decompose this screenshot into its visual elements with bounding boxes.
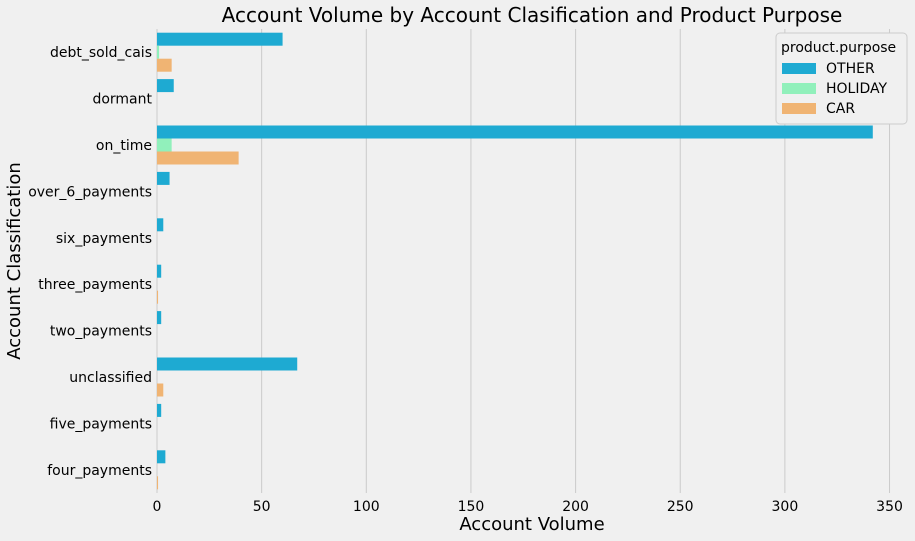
y-tick-label: dormant: [92, 92, 152, 108]
bar-other: [157, 357, 298, 371]
bar-car: [157, 383, 164, 397]
x-tick-label: 150: [458, 499, 485, 515]
legend-box: [775, 32, 908, 125]
legend-label-car: CAR: [826, 101, 855, 117]
bar-holiday: [157, 138, 172, 152]
bar-other: [157, 264, 162, 278]
legend-swatch-other: [782, 63, 816, 74]
legend-swatch-car: [782, 103, 816, 114]
y-tick-label: three_payments: [38, 277, 152, 293]
legend-entries: OTHER HOLIDAY CAR: [782, 61, 888, 117]
y-tick-label: five_payments: [50, 416, 152, 432]
bar-other: [157, 171, 170, 185]
bar-other: [157, 450, 166, 464]
bars: [157, 32, 873, 490]
x-axis-label: Account Volume: [459, 514, 604, 535]
x-tick-label: 200: [562, 499, 589, 515]
y-tick-label: over_6_payments: [28, 184, 152, 200]
x-tick-label: 50: [253, 499, 271, 515]
legend-label-other: OTHER: [826, 61, 875, 77]
bar-car: [157, 476, 159, 490]
bar-other: [157, 218, 164, 232]
y-tick-label: on_time: [96, 138, 152, 154]
chart-title: Account Volume by Account Clasification …: [222, 3, 843, 27]
bar-car: [157, 58, 172, 72]
bar-other: [157, 311, 162, 325]
y-tick-label: unclassified: [69, 370, 152, 386]
y-tick-label: four_payments: [47, 463, 152, 479]
bar-car: [157, 290, 159, 304]
bar-other: [157, 32, 283, 46]
bar-other: [157, 79, 174, 93]
legend-label-holiday: HOLIDAY: [826, 81, 888, 97]
legend-title: product.purpose: [781, 40, 896, 56]
bar-car: [157, 151, 239, 165]
y-tick-label: six_payments: [56, 231, 152, 247]
legend-swatch-holiday: [782, 83, 816, 94]
legend: product.purpose OTHER HOLIDAY CAR: [775, 32, 908, 125]
bar-other: [157, 125, 873, 139]
y-tick-label: debt_sold_cais: [50, 45, 152, 61]
x-tick-label: 300: [772, 499, 799, 515]
y-tick-label: two_payments: [50, 324, 152, 340]
bar-holiday: [157, 45, 160, 59]
y-axis-label: Account Classification: [4, 162, 25, 360]
x-tick-label: 100: [353, 499, 380, 515]
x-tick-labels: 0 50 100 150 200 250 300 350: [153, 499, 903, 515]
x-tick-label: 250: [667, 499, 694, 515]
x-tick-label: 0: [153, 499, 162, 515]
x-tick-label: 350: [876, 499, 903, 515]
bar-other: [157, 403, 162, 417]
